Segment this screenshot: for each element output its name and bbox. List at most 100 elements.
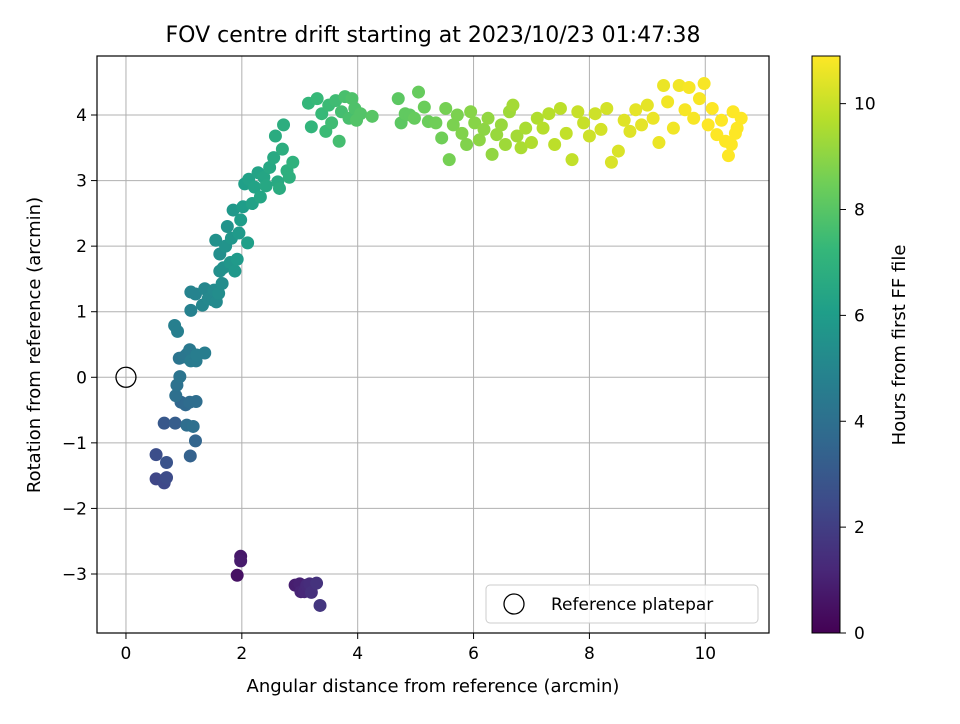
data-point — [232, 226, 246, 240]
data-point — [286, 155, 300, 169]
data-point — [354, 107, 368, 121]
data-point — [183, 449, 197, 463]
data-point — [705, 101, 719, 115]
data-point — [259, 179, 273, 193]
data-point — [468, 116, 482, 130]
data-point — [189, 395, 203, 409]
data-point — [149, 448, 163, 462]
data-point — [169, 389, 183, 403]
legend-marker-icon — [503, 593, 525, 615]
data-point — [661, 95, 675, 109]
data-point — [209, 233, 223, 247]
data-point — [304, 120, 318, 134]
data-point — [173, 370, 187, 384]
data-point — [282, 170, 296, 184]
data-point — [435, 131, 449, 145]
y-tick-label: 3 — [76, 172, 87, 192]
data-point — [687, 111, 701, 125]
data-point — [188, 434, 202, 448]
data-point — [604, 155, 618, 169]
data-point — [234, 213, 248, 227]
data-point — [417, 100, 431, 114]
data-point — [701, 118, 715, 132]
data-point — [407, 111, 421, 125]
data-point — [345, 92, 359, 106]
data-point — [635, 118, 649, 132]
data-point — [714, 113, 728, 127]
colorbar-tick-label: 10 — [854, 95, 876, 115]
colorbar-gradient — [811, 55, 841, 634]
data-point — [429, 116, 443, 130]
data-point — [582, 129, 596, 143]
data-point — [553, 101, 567, 115]
x-tick-label: 10 — [694, 644, 716, 664]
data-point — [446, 118, 460, 132]
data-point — [226, 203, 240, 217]
data-point — [519, 121, 533, 135]
reference-point — [115, 366, 137, 388]
data-point — [524, 136, 538, 150]
data-point — [588, 107, 602, 121]
data-point — [184, 303, 198, 317]
data-point — [160, 456, 174, 470]
data-point — [490, 128, 504, 142]
data-point — [332, 134, 346, 148]
data-point — [594, 122, 608, 136]
data-point — [652, 136, 666, 150]
data-point — [325, 116, 339, 130]
colorbar-label: Hours from first FF file — [889, 245, 910, 446]
legend-label: Reference platepar — [551, 595, 713, 615]
data-point — [253, 190, 267, 204]
grid-lines — [97, 56, 769, 633]
y-axis-ticks: −3 −2 −1 0 1 2 3 4 — [62, 106, 97, 585]
data-point — [536, 121, 550, 135]
y-tick-label: −1 — [62, 434, 87, 454]
data-point — [510, 129, 524, 143]
data-point — [481, 111, 495, 125]
data-point — [310, 576, 324, 590]
x-tick-label: 4 — [352, 644, 363, 664]
data-point — [455, 126, 469, 140]
legend-box — [485, 584, 759, 624]
y-axis-label: Rotation from reference (arcmin) — [24, 197, 45, 493]
data-point — [215, 277, 229, 291]
data-point — [678, 103, 692, 117]
data-point — [230, 568, 244, 582]
data-point — [228, 264, 242, 278]
x-axis-label: Angular distance from reference (arcmin) — [247, 676, 620, 697]
data-point — [666, 121, 680, 135]
data-point — [439, 101, 453, 115]
colorbar: 0 2 4 6 8 10 Hours from first FF file — [811, 55, 910, 644]
data-point — [157, 416, 171, 430]
data-point — [657, 79, 671, 93]
data-point — [734, 111, 748, 125]
data-point — [728, 126, 742, 140]
data-point — [672, 79, 686, 93]
data-point — [640, 98, 654, 112]
colorbar-tick-label: 8 — [854, 201, 865, 221]
data-point — [268, 129, 282, 143]
x-tick-label: 0 — [121, 644, 132, 664]
data-point — [241, 236, 255, 250]
data-point — [577, 116, 591, 130]
data-point — [565, 153, 579, 167]
data-point — [494, 118, 508, 132]
colorbar-tick-label: 0 — [854, 624, 865, 644]
plot-frame — [96, 55, 770, 634]
data-point — [171, 324, 185, 338]
data-point — [472, 133, 486, 147]
data-point — [559, 126, 573, 140]
x-tick-label: 6 — [468, 644, 479, 664]
data-point — [611, 144, 625, 158]
y-tick-label: 1 — [76, 303, 87, 323]
data-point — [571, 105, 585, 119]
data-point — [186, 419, 200, 433]
data-point — [530, 111, 544, 125]
data-point — [548, 138, 562, 152]
data-point — [600, 101, 614, 115]
data-point — [514, 141, 528, 155]
y-tick-label: 0 — [76, 368, 87, 388]
x-tick-label: 8 — [584, 644, 595, 664]
data-point — [272, 181, 286, 195]
